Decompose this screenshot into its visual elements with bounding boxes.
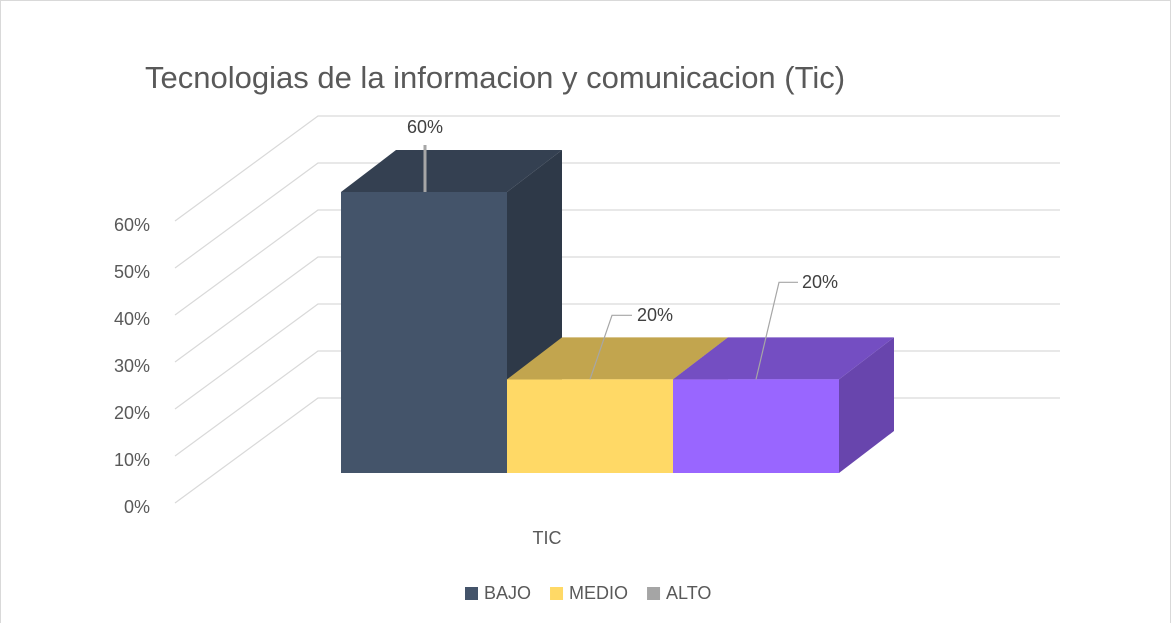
value-label: 20% <box>637 305 673 325</box>
grid-line <box>174 162 1060 269</box>
label-leader <box>755 281 798 380</box>
y-tick-label: 10% <box>114 450 150 470</box>
bar-front <box>341 192 507 473</box>
legend-label: MEDIO <box>569 583 628 603</box>
y-tick-label: 50% <box>114 262 150 282</box>
bar <box>507 337 728 473</box>
y-tick-label: 0% <box>124 497 150 517</box>
bar-front <box>507 379 673 473</box>
x-tick-label: TIC <box>533 528 562 548</box>
y-tick-label: 60% <box>114 215 150 235</box>
value-label: 60% <box>407 117 443 137</box>
bar-front <box>673 379 839 473</box>
bar-side <box>839 337 894 473</box>
legend-label: ALTO <box>666 583 711 603</box>
legend-swatch <box>550 587 564 600</box>
grid-line <box>174 303 1060 410</box>
bar <box>673 337 894 473</box>
y-tick-label: 30% <box>114 356 150 376</box>
legend-swatch <box>465 587 478 600</box>
bar-top <box>673 337 894 380</box>
grid-line <box>174 115 1060 222</box>
bar-top <box>507 337 728 380</box>
legend-swatch <box>647 587 661 600</box>
bar-top <box>341 150 562 192</box>
legend-label: BAJO <box>484 583 531 603</box>
label-leader <box>589 314 632 380</box>
y-tick-label: 20% <box>114 403 150 423</box>
value-label: 20% <box>802 272 838 292</box>
y-tick-label: 40% <box>114 309 150 329</box>
grid-line <box>174 209 1060 316</box>
chart-title: Tecnologias de la informacion y comunica… <box>145 60 845 95</box>
grid-line <box>174 256 1060 363</box>
